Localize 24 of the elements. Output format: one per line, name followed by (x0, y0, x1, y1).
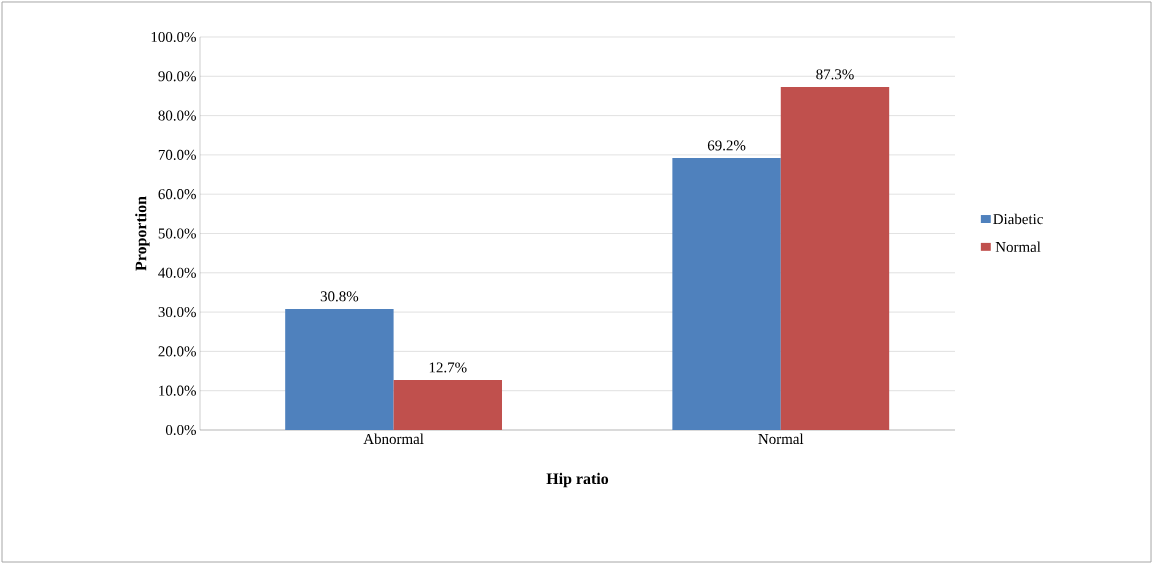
bar (780, 86, 890, 430)
y-tick-label: 50.0% (158, 228, 196, 239)
data-label: 30.8% (320, 291, 359, 302)
y-tick-label: 20.0% (158, 346, 196, 357)
x-tick-label: Abnormal (363, 433, 424, 445)
data-label: 12.7% (429, 362, 467, 373)
y-tick-label: 70.0% (158, 149, 196, 160)
bar (393, 380, 502, 430)
y-tick-label: 60.0% (158, 189, 196, 200)
x-axis-title: Hip ratio (546, 472, 609, 488)
y-tick-label: 100.0% (151, 31, 196, 43)
bar (285, 308, 394, 430)
y-tick-label: 0.0% (165, 424, 196, 436)
y-axis-title: Proportion (135, 196, 150, 271)
y-tick-label: 10.0% (159, 385, 196, 396)
y-tick-label: 90.0% (158, 71, 196, 82)
y-tick-label: 80.0% (158, 110, 196, 121)
legend-label: Normal (995, 241, 1041, 252)
bar (672, 158, 781, 430)
y-tick-label: 30.0% (158, 307, 196, 318)
data-label: 87.3% (816, 69, 854, 80)
data-label: 69.2% (707, 140, 746, 151)
legend-label: Diabetic (993, 213, 1043, 225)
y-tick-label: 40.0% (158, 267, 196, 278)
